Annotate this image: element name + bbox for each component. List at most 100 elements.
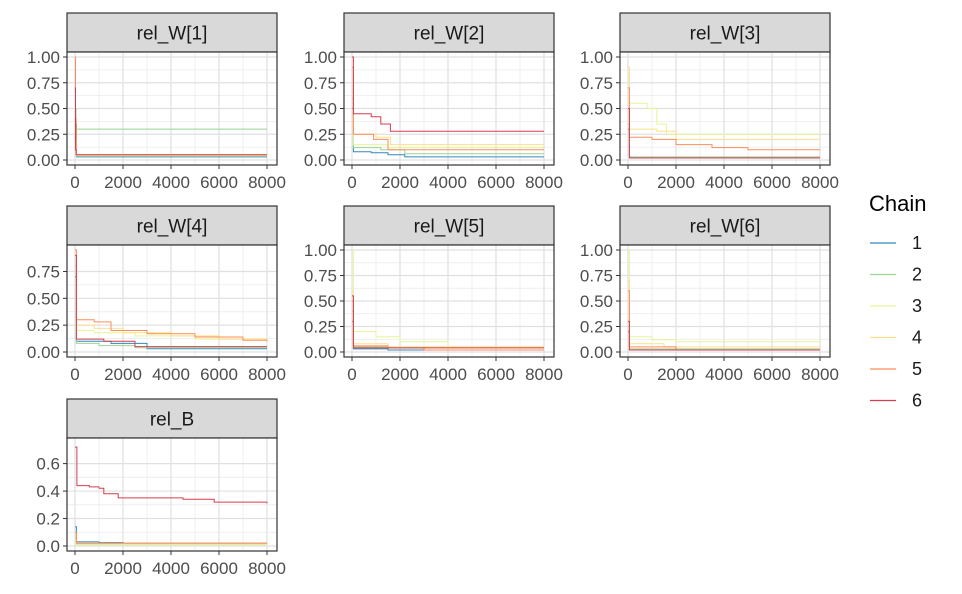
y-tick-label: 0.75 — [580, 267, 613, 286]
series-line-chain-4 — [628, 280, 820, 348]
y-tick-label: 0.0 — [36, 537, 60, 556]
x-tick-label: 4000 — [152, 173, 190, 192]
facet-title: rel_W[6] — [690, 217, 761, 238]
x-tick-label: 0 — [347, 365, 356, 384]
x-tick-label: 6000 — [477, 365, 515, 384]
facet-panel: rel_W[4] 0.00 0.25 0.50 0.75 0 2000 4000 6000 800… — [27, 205, 286, 384]
facet-strip — [66, 398, 278, 439]
facet-panels: rel_W[1]0.000.250.500.751.000 2000 4000 600… — [27, 12, 839, 578]
y-tick-label: 0.75 — [304, 267, 337, 286]
y-tick-label: 0.00 — [580, 151, 613, 170]
legend-item: 5 — [870, 359, 922, 379]
x-tick-label: 0 — [623, 173, 632, 192]
y-tick-label: 0.00 — [27, 151, 60, 170]
x-tick-label: 6000 — [477, 173, 515, 192]
x-tick-label: 8000 — [248, 559, 286, 578]
plot-background — [67, 438, 277, 551]
facet-title: rel_W[3] — [690, 24, 761, 45]
facet-title: rel_W[4] — [137, 217, 208, 238]
y-tick-label: 1.00 — [580, 48, 613, 67]
x-tick-label: 2000 — [657, 365, 695, 384]
x-tick-label: 4000 — [152, 559, 190, 578]
x-tick-label: 8000 — [248, 173, 286, 192]
facet-strip — [619, 205, 831, 246]
y-tick-label: 0.75 — [27, 262, 60, 281]
y-tick-label: 0.2 — [36, 510, 60, 529]
x-tick-label: 0 — [70, 173, 79, 192]
y-tick-label: 0.50 — [304, 292, 337, 311]
facet-title: rel_B — [150, 410, 194, 431]
x-tick-label: 6000 — [753, 365, 791, 384]
y-tick-label: 0.25 — [580, 318, 613, 337]
facet-panel: rel_W[6] 0.00 0.25 0.50 0.75 1.00 0 2000 4000 600… — [580, 205, 839, 384]
legend-label: 5 — [912, 359, 922, 379]
series-line-chain-6 — [352, 295, 544, 349]
facet-panel: rel_W[2] 0.00 0.25 0.50 0.75 1.00 0 2000 4000 600… — [304, 12, 563, 192]
y-tick-label: 1.00 — [580, 241, 613, 260]
legend-item: 4 — [870, 328, 922, 348]
facet-title: rel_W[5] — [414, 217, 485, 238]
facet-strip — [619, 12, 831, 53]
y-tick-label: 0.00 — [27, 343, 60, 362]
legend-item: 6 — [870, 391, 922, 411]
y-tick-label: 0.25 — [27, 125, 60, 144]
panel-border — [66, 244, 278, 358]
legend-label: 2 — [912, 265, 922, 285]
y-tick-label: 0.75 — [580, 74, 613, 93]
legend-label: 3 — [912, 296, 922, 316]
x-tick-label: 2000 — [657, 173, 695, 192]
x-tick-label: 8000 — [525, 365, 563, 384]
legend-item: 3 — [870, 296, 922, 316]
series-line-chain-6 — [628, 108, 820, 159]
x-tick-label: 2000 — [104, 365, 142, 384]
x-tick-label: 0 — [623, 365, 632, 384]
y-tick-label: 0.25 — [304, 318, 337, 337]
y-tick-label: 1.00 — [304, 48, 337, 67]
x-tick-label: 4000 — [705, 365, 743, 384]
legend-label: 4 — [912, 328, 922, 348]
series-line-chain-6 — [75, 254, 267, 348]
legend: Chain 1 2 3 4 5 6 — [869, 191, 926, 411]
y-tick-label: 0.00 — [580, 343, 613, 362]
x-tick-label: 8000 — [248, 365, 286, 384]
legend-label: 1 — [912, 233, 922, 253]
facet-panel: rel_B 0.0 0.2 0.4 0.6 0 2000 4000 6000 8000 — [36, 398, 286, 578]
legend-item: 1 — [870, 233, 922, 253]
y-tick-label: 0.4 — [36, 482, 60, 501]
x-tick-label: 8000 — [801, 365, 839, 384]
facet-title: rel_W[2] — [414, 24, 485, 45]
panel-border — [66, 437, 278, 552]
y-tick-label: 0.75 — [304, 74, 337, 93]
y-tick-label: 0.50 — [580, 292, 613, 311]
y-tick-label: 1.00 — [27, 48, 60, 67]
x-tick-label: 6000 — [200, 173, 238, 192]
y-tick-label: 0.25 — [580, 125, 613, 144]
y-tick-label: 0.25 — [27, 316, 60, 335]
legend-label: 6 — [912, 391, 922, 411]
x-tick-label: 0 — [70, 559, 79, 578]
x-tick-label: 8000 — [801, 173, 839, 192]
series-line-chain-4 — [628, 66, 820, 140]
x-tick-label: 6000 — [753, 173, 791, 192]
series-line-chain-6 — [352, 56, 544, 132]
x-tick-label: 2000 — [381, 173, 419, 192]
x-tick-label: 4000 — [705, 173, 743, 192]
x-tick-label: 4000 — [152, 365, 190, 384]
y-tick-label: 0.75 — [27, 74, 60, 93]
x-tick-label: 2000 — [104, 559, 142, 578]
y-tick-label: 0.00 — [304, 151, 337, 170]
series-line-chain-5 — [75, 249, 268, 342]
x-tick-label: 8000 — [525, 173, 563, 192]
facet-title: rel_W[1] — [137, 24, 208, 45]
x-tick-label: 2000 — [381, 365, 419, 384]
facet-panel: rel_W[1] 0.00 0.25 0.50 0.75 1.00 0 2000 4000 600… — [27, 12, 286, 192]
legend-title: Chain — [869, 191, 926, 216]
y-tick-label: 0.6 — [36, 455, 60, 474]
x-tick-label: 6000 — [200, 365, 238, 384]
facet-strip — [66, 12, 278, 53]
series-line-chain-6 — [75, 446, 268, 504]
y-tick-label: 0.50 — [27, 289, 60, 308]
x-tick-label: 4000 — [429, 365, 467, 384]
series-line-chain-6 — [628, 320, 820, 351]
legend-item: 2 — [870, 265, 922, 285]
